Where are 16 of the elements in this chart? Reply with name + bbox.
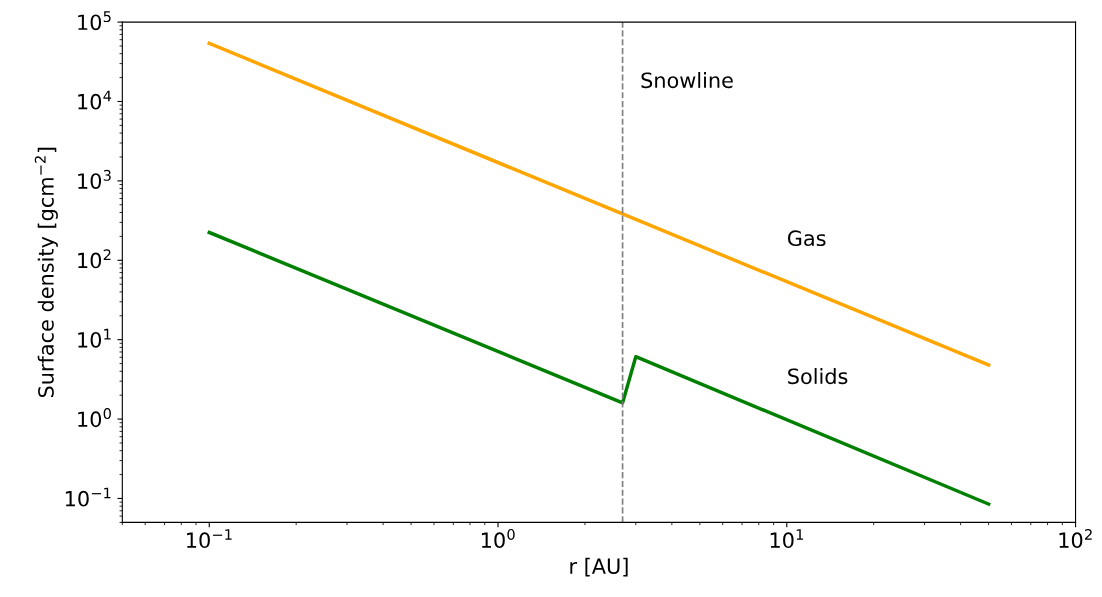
x-tick-label: 10$^{0}$ bbox=[481, 528, 515, 549]
x-tick-label: 10$^{−1}$ bbox=[187, 529, 232, 549]
y-tick-label: 10$^{5}$ bbox=[78, 11, 111, 31]
y-tick-label: 10$^{−1}$ bbox=[65, 487, 111, 507]
y-tick-label: 10$^{2}$ bbox=[78, 249, 111, 269]
y-tick-label: 10$^{1}$ bbox=[78, 328, 111, 348]
ref-line-label: Snowline bbox=[641, 72, 733, 89]
y-tick-label: 10$^{0}$ bbox=[78, 408, 111, 428]
y-tick-label: 10$^{3}$ bbox=[78, 169, 111, 189]
y-tick-label: 10$^{4}$ bbox=[78, 90, 112, 110]
x-tick-label: 10$^{1}$ bbox=[770, 529, 804, 549]
x-axis-title: r [AU] bbox=[570, 557, 628, 577]
series-label: Solids bbox=[788, 368, 848, 385]
series-label: Gas bbox=[787, 230, 826, 247]
x-tick-label: 10$^{2}$ bbox=[1059, 528, 1092, 549]
y-axis-title: Surface density [gcm$^{−2}$] bbox=[34, 147, 58, 398]
